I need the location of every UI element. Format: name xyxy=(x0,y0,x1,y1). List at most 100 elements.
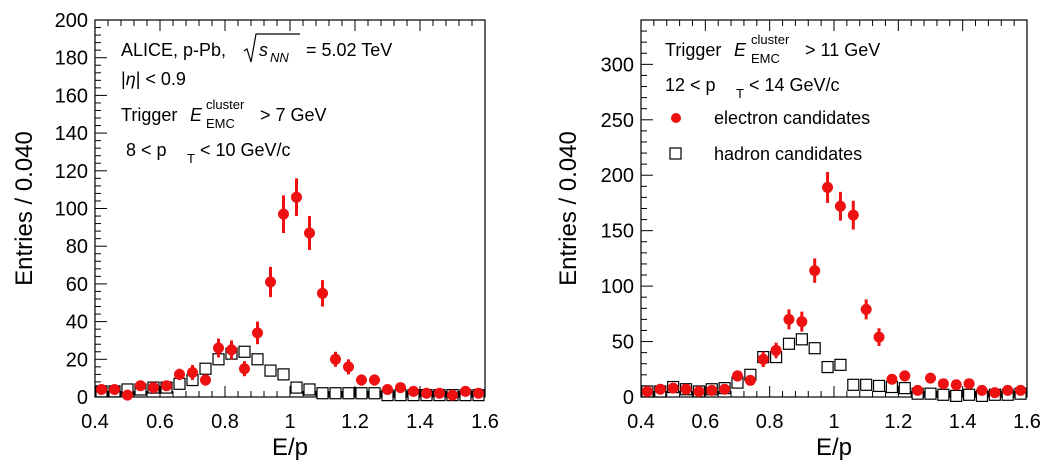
left-hadron-point xyxy=(303,383,316,396)
left-pt-high: < 10 GeV/c xyxy=(200,140,291,160)
left-hadron-point xyxy=(264,364,277,377)
right-electron-point xyxy=(873,331,885,343)
right-x-tick-label: 1.2 xyxy=(884,411,912,433)
right-electron-point xyxy=(860,303,872,315)
right-electron-point xyxy=(757,353,769,365)
left-hadron-point xyxy=(251,353,264,366)
right-annotations: Trigger E cluster EMC > 11 GeV 12 < p T … xyxy=(665,32,880,164)
left-hadron-point xyxy=(368,387,381,400)
left-x-tick-label: 1.6 xyxy=(471,411,499,433)
right-electron-point xyxy=(963,378,975,390)
left-x-axis-title: E/p xyxy=(272,434,308,461)
right-electron-point xyxy=(834,200,846,212)
right-hadron-point xyxy=(795,333,808,346)
right-data-series xyxy=(641,171,1027,402)
right-y-tick-label: 100 xyxy=(601,276,634,298)
right-x-tick-label: 1.4 xyxy=(949,411,977,433)
legend-electron-marker xyxy=(671,113,681,123)
left-x-tick-label: 0.4 xyxy=(81,411,109,433)
left-hadron-point xyxy=(277,368,290,381)
left-trigger-label: Trigger E cluster EMC > 7 GeV xyxy=(121,97,327,131)
left-electron-point xyxy=(356,374,367,386)
left-collision-label: ALICE, p-Pb, xyxy=(121,40,226,60)
right-x-tick-label: 1.6 xyxy=(1013,411,1041,433)
right-hadron-point xyxy=(962,388,976,401)
left-y-tick-label: 60 xyxy=(66,274,88,296)
left-hadron-point xyxy=(238,345,251,358)
left-electron-point xyxy=(317,287,328,299)
right-pt-high: < 14 GeV/c xyxy=(749,75,840,95)
left-electron-point xyxy=(369,374,380,386)
legend-electron-label: electron candidates xyxy=(714,108,870,128)
right-hadron-point xyxy=(937,388,950,401)
right-hadron-point xyxy=(834,358,847,371)
right-hadron-point xyxy=(860,378,873,391)
right-hadron-point xyxy=(924,387,937,400)
right-electron-point xyxy=(744,374,756,386)
left-electron-point xyxy=(174,368,185,380)
left-x-tick-label: 0.6 xyxy=(146,411,174,433)
right-electron-point xyxy=(1015,384,1027,396)
left-electron-point xyxy=(382,383,393,395)
left-electron-point xyxy=(200,374,211,386)
right-electron-point xyxy=(822,181,834,193)
left-electron-point xyxy=(226,344,237,356)
left-pt-label: 8 < p T < 10 GeV/c xyxy=(126,140,291,166)
right-hadron-point xyxy=(898,382,911,395)
left-electron-point xyxy=(473,387,484,399)
right-electron-point xyxy=(706,384,718,396)
left-y-tick-label: 0 xyxy=(77,387,88,409)
right-trigger-energy-symbol: E xyxy=(734,40,747,60)
right-electron-point xyxy=(719,383,731,395)
right-electron-point xyxy=(976,384,988,396)
left-electron-point xyxy=(291,191,302,203)
left-y-tick-label: 100 xyxy=(55,199,88,221)
right-y-tick-label: 300 xyxy=(601,54,634,76)
left-electron-point xyxy=(304,227,315,239)
sqrt-radical-sign xyxy=(243,33,300,63)
left-electron-point xyxy=(408,385,419,397)
left-trigger-superscript: cluster xyxy=(206,97,245,112)
right-hadron-point xyxy=(808,342,821,355)
left-trigger-word: Trigger xyxy=(121,105,177,125)
left-electron-point xyxy=(187,366,198,378)
left-hadron-point xyxy=(355,387,368,400)
left-energy-label: = 5.02 TeV xyxy=(306,40,392,60)
left-annotations: ALICE, p-Pb, s NN = 5.02 TeV |η| < 0.9 T… xyxy=(121,33,392,166)
left-electron-point xyxy=(460,385,471,397)
left-electron-point xyxy=(434,387,445,399)
left-data-series xyxy=(95,178,485,402)
sqrt-s-letter: s xyxy=(259,40,268,60)
left-hadron-point xyxy=(342,387,355,400)
right-chart: 0.4 0.6 0.8 1 1.2 1.4 1.6 0 50 100 150 200 250 300 En… xyxy=(555,19,1041,461)
left-electron-point xyxy=(252,327,263,339)
right-axis-ticks: 0.4 0.6 0.8 1 1.2 1.4 1.6 0 50 100 150 200 250 300 xyxy=(601,19,1041,433)
left-y-axis-title: Entries / 0.040 xyxy=(11,131,38,286)
right-y-tick-label: 200 xyxy=(601,165,634,187)
left-y-tick-label: 180 xyxy=(55,48,88,70)
left-electron-point xyxy=(239,363,250,375)
legend: electron candidates hadron candidates xyxy=(669,108,870,164)
left-electron-point xyxy=(421,387,432,399)
left-y-tick-label: 160 xyxy=(55,85,88,107)
left-x-tick-label: 0.8 xyxy=(211,411,239,433)
right-y-tick-label: 250 xyxy=(601,110,634,132)
legend-hadron-marker xyxy=(669,147,682,160)
left-electron-point xyxy=(395,382,406,394)
left-electron-point xyxy=(213,342,224,354)
left-hadron-point xyxy=(329,387,342,400)
left-y-tick-label: 20 xyxy=(66,349,88,371)
left-y-tick-label: 120 xyxy=(55,161,88,183)
right-trigger-word: Trigger xyxy=(665,40,721,60)
right-x-tick-label: 0.8 xyxy=(756,411,784,433)
sqrt-s-symbol: s NN xyxy=(243,33,300,65)
left-electron-point xyxy=(278,208,289,220)
right-electron-point xyxy=(809,265,821,277)
right-electron-point xyxy=(886,373,898,385)
right-hadron-point xyxy=(950,389,963,402)
right-electron-point xyxy=(770,344,782,356)
left-electron-point xyxy=(447,389,458,401)
right-hadron-point xyxy=(782,337,796,350)
left-x-tick-label: 1 xyxy=(284,411,295,433)
